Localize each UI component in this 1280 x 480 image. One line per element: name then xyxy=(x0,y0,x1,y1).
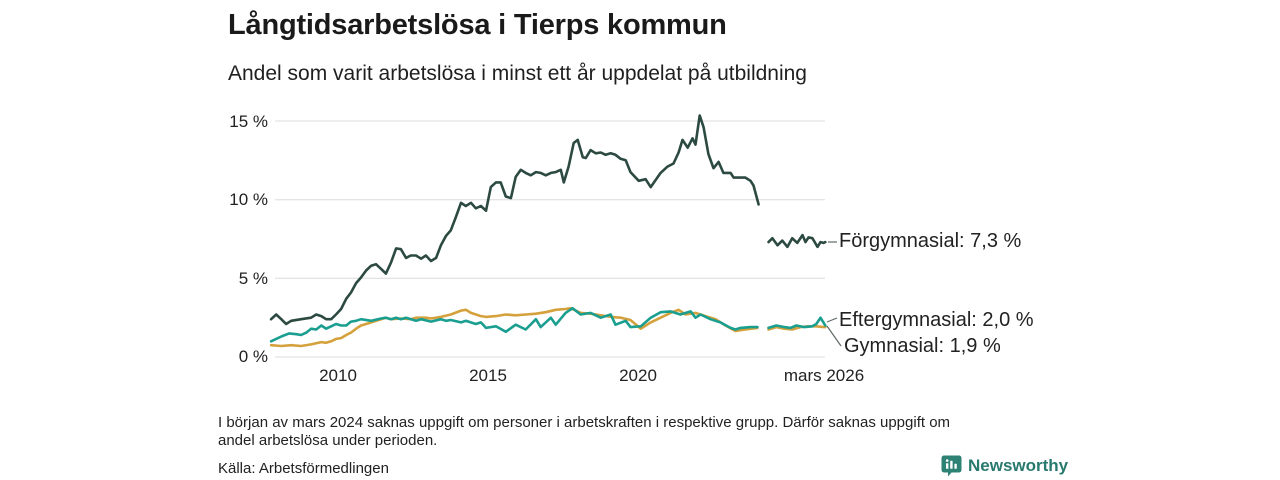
y-axis-tick-15: 15 % xyxy=(229,112,268,131)
source-label: Källa: Arbetsförmedlingen xyxy=(218,460,389,477)
chart-subtitle: Andel som varit arbetslösa i minst ett å… xyxy=(228,62,807,85)
x-axis-tick-2010: 2010 xyxy=(319,366,357,385)
series-line-förgymnasial-seg2 xyxy=(767,233,827,249)
newsworthy-wordmark: Newsworthy xyxy=(968,456,1069,475)
footnote: I början av mars 2024 saknas uppgift om … xyxy=(218,414,1078,449)
series-line-gymnasial-seg1 xyxy=(269,306,759,348)
series-line-förgymnasial-seg1 xyxy=(269,114,760,326)
series-label-forgymnasial: Förgymnasial: 7,3 % xyxy=(839,230,1022,252)
y-axis-tick-0: 0 % xyxy=(238,347,268,366)
y-axis-tick-5: 5 % xyxy=(238,269,268,288)
newsworthy-logo: Newsworthy xyxy=(941,455,1068,477)
connector-eftergymnasial xyxy=(826,317,838,323)
connector-gymnasial xyxy=(826,325,842,347)
series-line-eftergymnasial-seg1 xyxy=(269,306,759,343)
footnote-line-1: I början av mars 2024 saknas uppgift om … xyxy=(218,414,951,431)
page-title: Långtidsarbetslösa i Tierps kommun xyxy=(228,9,727,41)
newsworthy-icon xyxy=(941,455,962,477)
x-axis-tick-mars-2026: mars 2026 xyxy=(783,366,865,385)
x-axis-tick-2020: 2020 xyxy=(619,366,657,385)
y-axis-tick-10: 10 % xyxy=(229,190,268,209)
series-label-eftergymnasial: Eftergymnasial: 2,0 % xyxy=(839,309,1034,331)
footnote-line-2: andel arbetslösa under perioden. xyxy=(218,431,438,449)
series-label-gymnasial: Gymnasial: 1,9 % xyxy=(844,335,1001,357)
series-line-eftergymnasial-seg2 xyxy=(767,316,827,330)
x-axis-tick-2015: 2015 xyxy=(469,366,507,385)
